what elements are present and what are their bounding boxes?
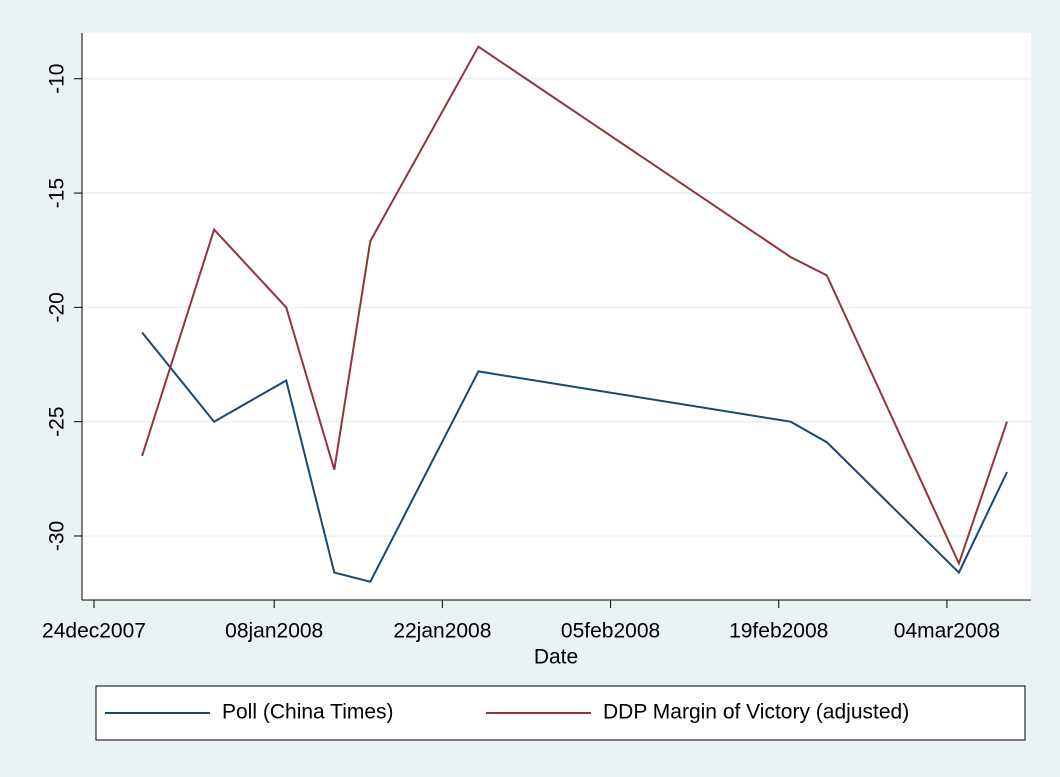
y-tick-label: -10	[46, 64, 69, 94]
y-tick-label: -30	[46, 521, 69, 551]
x-tick-label: 24dec2007	[42, 620, 146, 643]
y-tick-label: -20	[46, 292, 69, 322]
x-tick-label: 22jan2008	[393, 620, 491, 643]
y-tick-label: -25	[46, 406, 69, 436]
x-tick-label: 08jan2008	[225, 620, 323, 643]
y-tick-label: -15	[46, 178, 69, 208]
x-axis-title: Date	[534, 646, 578, 669]
legend-label: Poll (China Times)	[222, 701, 394, 724]
series-line	[141, 331, 1008, 583]
x-tick-label: 19feb2008	[729, 620, 828, 643]
x-tick-label: 04mar2008	[894, 620, 1000, 643]
legend-label: DDP Margin of Victory (adjusted)	[603, 701, 909, 724]
x-tick-label: 05feb2008	[561, 620, 660, 643]
plot-area	[82, 33, 1031, 600]
series-line	[141, 45, 1008, 567]
